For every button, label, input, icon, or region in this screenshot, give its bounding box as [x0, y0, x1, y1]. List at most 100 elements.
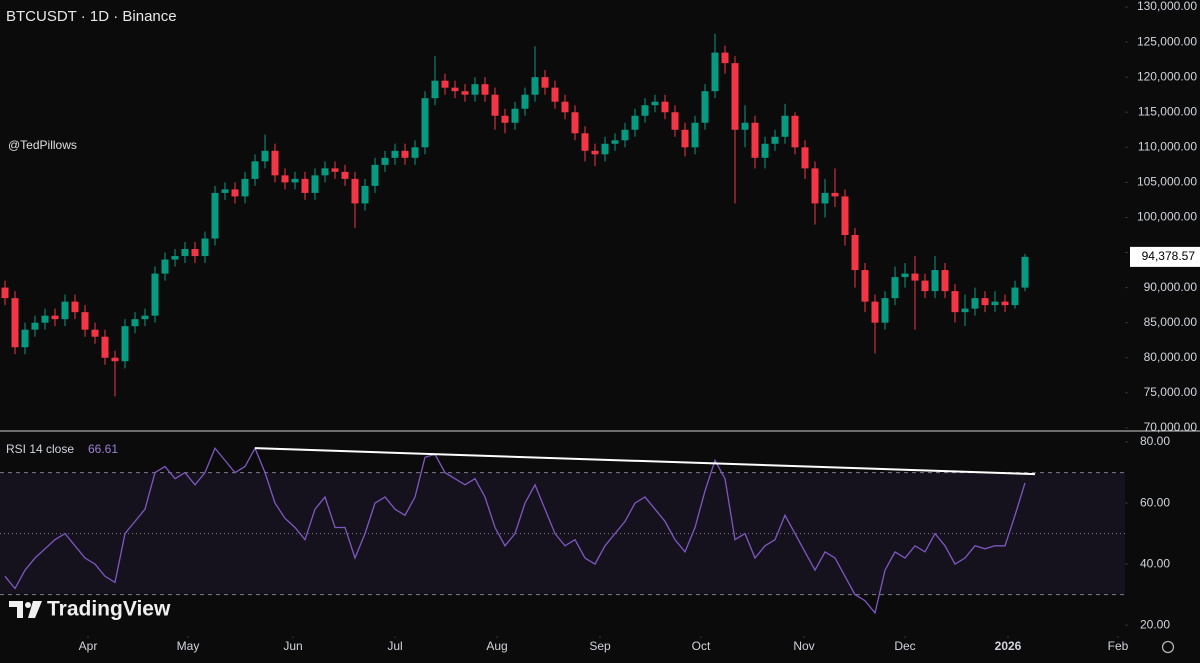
candle-body [101, 336, 109, 358]
x-tick-label: Feb [1108, 639, 1129, 653]
candle-body [421, 98, 429, 148]
candle-body [161, 259, 169, 274]
x-tick-label: Apr [79, 639, 98, 653]
chart-title: BTCUSDT · 1D · Binance [6, 8, 177, 25]
candle-body [721, 52, 729, 64]
candle-body [381, 157, 389, 165]
x-tick-label: Jul [387, 639, 402, 653]
watermark: @TedPillows [8, 138, 77, 152]
candle-body [31, 322, 39, 330]
candle-body [461, 91, 469, 95]
candle-body [951, 291, 959, 313]
candle-body [851, 234, 859, 271]
candle-body [671, 112, 679, 130]
candle-body [561, 101, 569, 113]
candle-body [941, 270, 949, 292]
rsi-y-tick-label: 20.00 [1140, 617, 1170, 631]
candle-body [511, 108, 519, 123]
rsi-y-tick-label: 40.00 [1140, 556, 1170, 570]
y-tick-label: 75,000.00 [1144, 385, 1198, 399]
y-tick-label: 110,000.00 [1138, 139, 1197, 153]
candle-body [431, 80, 439, 99]
candle-body [621, 129, 629, 141]
candle-body [131, 319, 139, 327]
rsi-line [4, 446, 1026, 615]
candle-body [641, 105, 649, 116]
rsi-title: RSI 14 close [6, 442, 74, 456]
candle-body [141, 315, 149, 320]
candle-body [521, 94, 529, 109]
candle-body [181, 249, 189, 257]
logo-mark [28, 601, 42, 618]
y-tick-label: 85,000.00 [1144, 315, 1198, 329]
rsi-y-tick-label: 60.00 [1140, 495, 1170, 509]
y-tick-label: 115,000.00 [1138, 104, 1197, 118]
candle-body [681, 129, 689, 148]
candle-body [901, 273, 909, 278]
y-tick-label: 130,000.00 [1137, 0, 1197, 13]
x-tick-label: Oct [692, 639, 711, 653]
last-price-tag [1130, 246, 1200, 267]
candle-body [981, 298, 989, 306]
candle-body [991, 301, 999, 306]
candle-body [341, 171, 349, 179]
candle-body [881, 298, 889, 323]
y-tick-label: 100,000.00 [1137, 210, 1197, 224]
candle-body [781, 115, 789, 137]
candle-body [661, 101, 669, 113]
y-tick-label: 90,000.00 [1144, 280, 1198, 294]
candle-body [591, 150, 599, 155]
candle-body [541, 77, 549, 88]
candle-body [261, 150, 269, 162]
candle-body [481, 84, 489, 95]
logo-dot [25, 602, 31, 608]
candle-body [361, 185, 369, 204]
candle-body [191, 249, 199, 257]
candle-body [581, 133, 589, 151]
candle-body [301, 178, 309, 193]
candle-body [71, 301, 79, 313]
settings-icon[interactable] [1161, 640, 1175, 654]
candle-body [41, 315, 49, 323]
x-tick-label: Dec [894, 639, 915, 653]
candle-body [111, 357, 119, 362]
candle-body [391, 150, 399, 158]
candle-body [151, 273, 159, 316]
candle-body [231, 189, 239, 197]
candle-body [351, 178, 359, 204]
candle-body [801, 147, 809, 169]
candle-body [201, 238, 209, 257]
x-tick-label: Aug [486, 639, 507, 653]
candle-body [121, 326, 129, 362]
candle-body [871, 301, 879, 323]
candle-body [611, 140, 619, 144]
candle-body [91, 329, 99, 337]
candle-body [741, 122, 749, 130]
candle-body [971, 298, 979, 309]
x-tick-label: Jun [283, 639, 302, 653]
candle-body [831, 192, 839, 197]
candle-body [821, 192, 829, 204]
candle-body [651, 101, 659, 106]
y-tick-label: 105,000.00 [1137, 175, 1197, 189]
x-tick-label: 2026 [995, 639, 1022, 653]
candle-body [771, 136, 779, 144]
candle-body [471, 84, 479, 95]
candle-body [601, 143, 609, 155]
candle-body [411, 147, 419, 158]
candle-body [251, 161, 259, 179]
candle-body [811, 168, 819, 204]
candle-body [711, 52, 719, 92]
candle-body [1001, 301, 1009, 306]
x-tick-label: May [177, 639, 200, 653]
y-tick-label: 70,000.00 [1144, 420, 1198, 434]
candle-body [701, 91, 709, 123]
candle-body [271, 150, 279, 176]
candle-body [691, 122, 699, 148]
rsi-y-tick-label: 80.00 [1140, 434, 1170, 448]
candle-body [841, 196, 849, 235]
candle-body [761, 143, 769, 158]
brand-logo: TradingView [9, 598, 171, 621]
